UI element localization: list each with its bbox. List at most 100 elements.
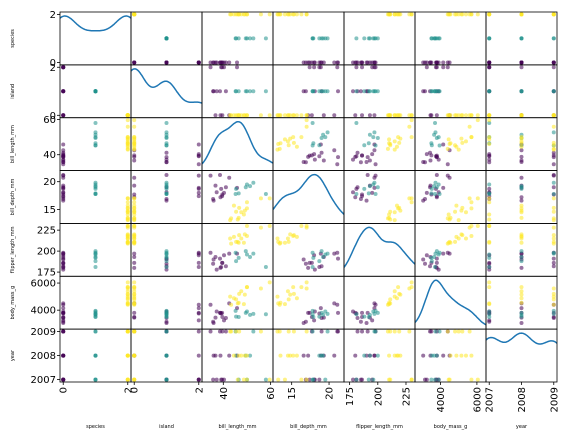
point (519, 240, 524, 245)
point (317, 143, 322, 148)
point (423, 377, 428, 382)
point (61, 261, 66, 266)
cell (351, 12, 414, 65)
point (519, 234, 524, 239)
point (237, 12, 242, 17)
point (487, 212, 492, 217)
point (441, 353, 446, 358)
point (132, 254, 137, 259)
point (433, 377, 438, 382)
cell-frame (130, 64, 203, 119)
point (125, 302, 130, 307)
cell (486, 332, 557, 345)
point (229, 241, 234, 246)
point (251, 329, 256, 334)
point (551, 225, 556, 230)
point (237, 205, 242, 210)
point (214, 60, 219, 65)
cell (351, 65, 414, 118)
cell (132, 329, 201, 382)
point (208, 173, 213, 178)
point (362, 89, 367, 94)
point (304, 124, 309, 129)
cell-frame (343, 275, 416, 330)
point (164, 254, 169, 259)
point (445, 12, 450, 17)
point (467, 124, 472, 129)
point (433, 130, 438, 135)
cell (60, 15, 131, 32)
point (446, 377, 451, 382)
point (429, 191, 434, 196)
point (429, 89, 434, 94)
point (285, 139, 290, 144)
point (310, 329, 315, 334)
point (214, 377, 219, 382)
point (267, 280, 272, 285)
point (164, 191, 169, 196)
point (61, 196, 66, 201)
point (263, 191, 268, 196)
point (235, 65, 240, 70)
point (211, 60, 216, 65)
point (251, 311, 256, 316)
point (164, 196, 169, 201)
point (434, 135, 439, 140)
point (278, 353, 283, 358)
point (220, 192, 225, 197)
point (132, 153, 137, 158)
point (237, 291, 242, 296)
point (220, 113, 225, 118)
point (234, 329, 239, 334)
point (551, 294, 556, 299)
point (551, 89, 556, 94)
point (213, 183, 218, 188)
point (370, 152, 375, 157)
point (61, 329, 66, 334)
y-axis-label: bill_length_mm (10, 125, 16, 163)
point (282, 113, 287, 118)
x-axis-label: species (86, 424, 105, 430)
point (211, 319, 216, 324)
point (519, 314, 524, 319)
point (335, 162, 340, 167)
point (487, 191, 492, 196)
point (423, 89, 428, 94)
point (409, 135, 414, 140)
point (303, 60, 308, 65)
point (362, 186, 367, 191)
point (469, 353, 474, 358)
point (93, 130, 98, 135)
y-tick-label: 20 (43, 177, 56, 188)
x-tick-label: 4000 (436, 387, 447, 412)
point (463, 236, 468, 241)
point (93, 180, 98, 185)
y-tick-label: 175 (37, 268, 56, 279)
point (487, 65, 492, 70)
point (301, 257, 306, 262)
point (196, 302, 201, 307)
point (304, 113, 309, 118)
point (551, 180, 556, 185)
point (362, 36, 367, 41)
cell (208, 280, 272, 326)
point (267, 113, 272, 118)
point (267, 12, 272, 17)
point (248, 184, 253, 189)
point (164, 135, 169, 140)
point (61, 309, 66, 314)
point (303, 261, 308, 266)
point (61, 306, 66, 311)
point (196, 185, 201, 190)
point (355, 185, 360, 190)
point (220, 314, 225, 319)
point (367, 36, 372, 41)
point (424, 253, 429, 258)
point (429, 353, 434, 358)
y-tick-label: 225 (37, 226, 56, 237)
point (351, 157, 356, 162)
point (551, 162, 556, 167)
point (445, 146, 450, 151)
point (353, 353, 358, 358)
point (325, 251, 330, 256)
